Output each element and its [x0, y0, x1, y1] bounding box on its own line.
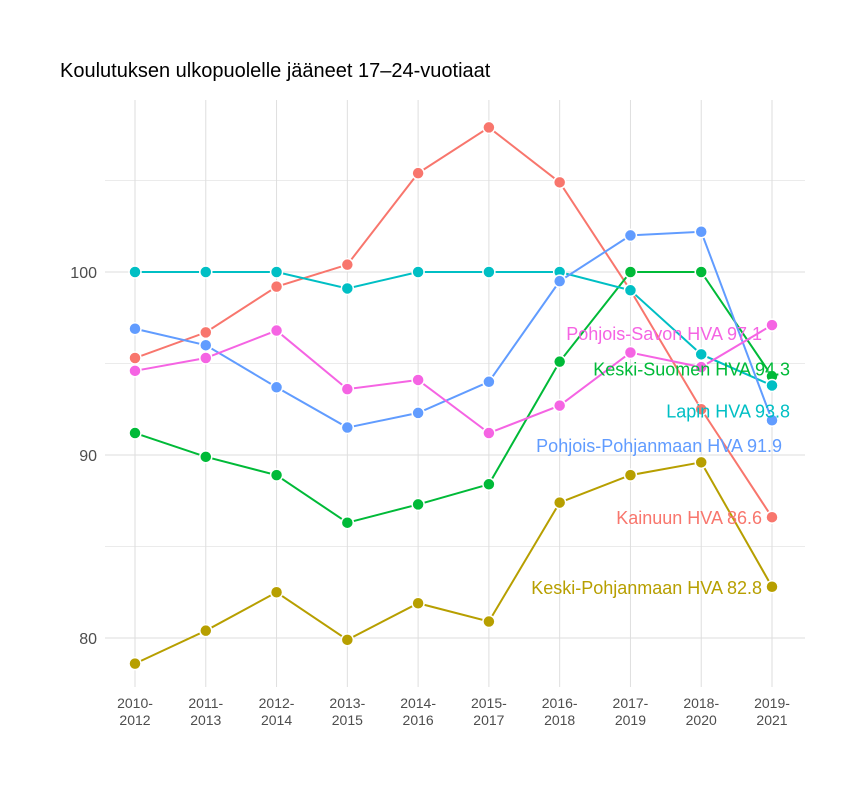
- data-point: [765, 378, 779, 393]
- data-point: [411, 265, 425, 279]
- y-tick-label: 80: [79, 631, 97, 648]
- series-line: [134, 461, 773, 665]
- data-point: [694, 402, 708, 416]
- data-point: [623, 228, 638, 243]
- data-point: [340, 382, 355, 396]
- data-point: [694, 455, 708, 470]
- series-end-label: Lapin HVA 93.8: [666, 401, 790, 421]
- series-end-label: Pohjois-Savon HVA 97.1: [566, 324, 762, 344]
- series-end-label: Keski-Suomen HVA 94.3: [593, 359, 790, 379]
- data-point: [694, 360, 708, 374]
- data-point: [765, 413, 779, 427]
- series-line: [135, 271, 773, 387]
- x-tick-label: 2015-2017: [471, 695, 507, 728]
- series-line: [134, 324, 773, 435]
- data-point: [269, 585, 284, 599]
- x-tick-label: 2017-2019: [613, 695, 649, 728]
- data-point: [411, 596, 425, 610]
- data-point: [199, 265, 213, 279]
- series-end-label: Kainuun HVA 86.6: [616, 508, 762, 528]
- data-point: [269, 380, 284, 395]
- data-point: [411, 166, 425, 180]
- chart-title: Koulutuksen ulkopuolelle jääneet 17–24-v…: [60, 60, 491, 82]
- data-point: [340, 633, 355, 647]
- data-point: [623, 265, 638, 279]
- data-point: [199, 450, 213, 464]
- data-point: [199, 623, 213, 638]
- data-point: [269, 323, 284, 338]
- series-end-label: Pohjois-Pohjanmaan HVA 91.9: [536, 436, 782, 456]
- series-line: [134, 271, 773, 524]
- data-point: [199, 325, 213, 340]
- data-point: [765, 580, 779, 594]
- data-point: [340, 257, 355, 272]
- data-point: [269, 279, 284, 294]
- x-tick-label: 2011-2013: [188, 695, 223, 728]
- data-point: [340, 515, 355, 530]
- x-tick-label: 2010-2012: [117, 695, 153, 728]
- x-tick-label: 2018-2020: [683, 695, 719, 728]
- data-point: [482, 265, 496, 279]
- data-point: [482, 614, 496, 629]
- data-point: [128, 656, 142, 671]
- data-point: [694, 265, 708, 279]
- data-point: [199, 338, 213, 352]
- data-point: [199, 351, 213, 365]
- x-tick-label: 2013-2015: [329, 695, 365, 728]
- data-point: [269, 265, 284, 279]
- data-point: [482, 375, 496, 389]
- y-tick-label: 100: [70, 265, 97, 282]
- data-point: [694, 224, 708, 239]
- data-point: [765, 510, 779, 524]
- data-point: [552, 495, 567, 510]
- y-tick-label: 90: [79, 448, 97, 465]
- data-point: [623, 345, 638, 360]
- data-point: [128, 265, 142, 279]
- series-line: [134, 230, 773, 429]
- data-point: [482, 477, 496, 492]
- data-point: [623, 468, 638, 482]
- data-point: [128, 364, 142, 378]
- data-point: [411, 497, 425, 512]
- series-end-label: Keski-Pohjanmaan HVA 82.8: [531, 578, 762, 598]
- x-tick-label: 2014-2016: [400, 695, 436, 728]
- x-tick-label: 2016-2018: [542, 695, 578, 728]
- x-tick-label: 2019-2021: [754, 695, 790, 728]
- data-point: [340, 420, 355, 435]
- data-point: [694, 347, 708, 362]
- data-point: [269, 468, 284, 482]
- data-point: [552, 354, 567, 369]
- data-point: [128, 426, 142, 440]
- data-point: [482, 426, 496, 440]
- data-point: [340, 281, 355, 296]
- data-point: [765, 318, 779, 332]
- series-line: [134, 126, 773, 518]
- x-tick-label: 2012-2014: [259, 695, 295, 728]
- data-point: [411, 373, 425, 387]
- data-point: [411, 406, 425, 420]
- data-point: [552, 398, 567, 413]
- data-point: [482, 120, 496, 135]
- data-point: [552, 274, 567, 288]
- data-point: [128, 351, 142, 365]
- data-point: [552, 175, 567, 190]
- data-point: [623, 283, 638, 298]
- data-point: [128, 321, 142, 336]
